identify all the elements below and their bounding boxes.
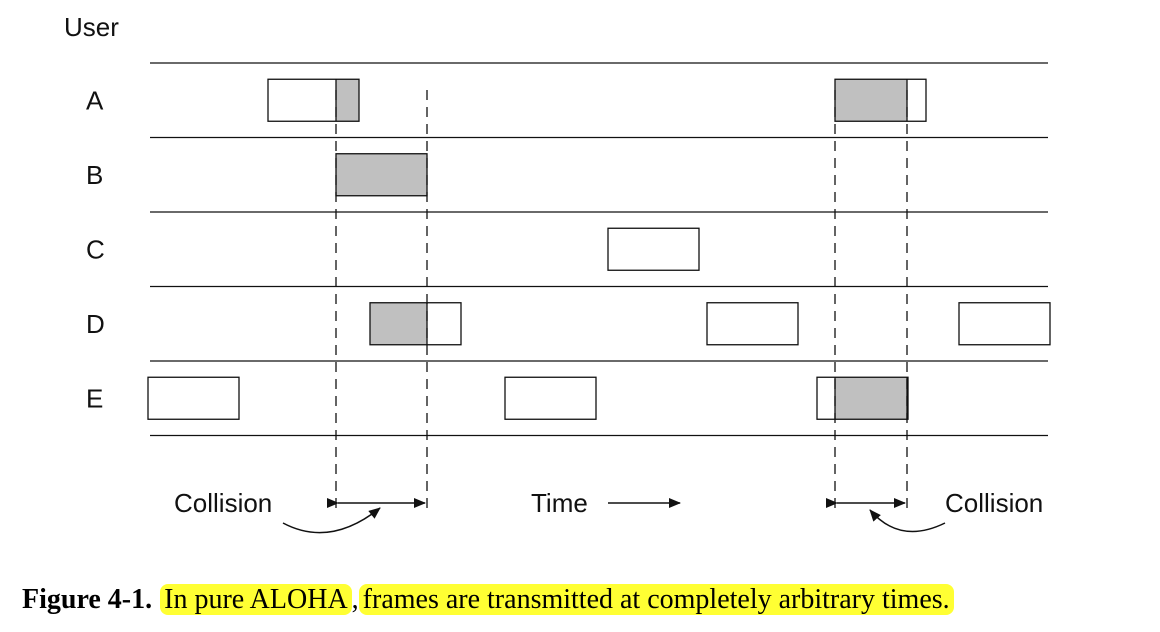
- frame: [504, 376, 597, 420]
- user-header: User: [64, 12, 119, 42]
- collided-frame-portion: [336, 153, 427, 196]
- collided-frame: [369, 302, 462, 346]
- collision-guides: [335, 90, 908, 512]
- collision-label-right: Collision: [945, 488, 1043, 518]
- collided-frame-portion: [835, 377, 907, 420]
- collided-frame-portion: [336, 79, 359, 122]
- collided-frame: [834, 78, 927, 122]
- frames: [147, 78, 1051, 420]
- time-label: Time: [531, 488, 588, 518]
- collision-curve-arrow-right: [869, 509, 946, 533]
- figure-caption: Figure 4-1. In pure ALOHA, frames are tran…: [22, 584, 954, 616]
- user-label-a: A: [86, 85, 104, 115]
- figure-number: Figure 4-1.: [22, 584, 153, 615]
- collided-frame-portion: [835, 79, 907, 122]
- collision-curve-arrow-left: [282, 507, 381, 534]
- caption-highlight-1: In pure ALOHA: [160, 584, 352, 615]
- collided-frame: [816, 376, 909, 420]
- caption-highlight-2: frames are transmitted at completely arb…: [358, 584, 954, 615]
- caption-separator: ,: [351, 584, 359, 615]
- collision-label-left: Collision: [174, 488, 272, 518]
- user-label-b: B: [86, 160, 103, 190]
- user-label-d: D: [86, 309, 105, 339]
- user-label-e: E: [86, 383, 103, 413]
- user-lanes: A B C D E: [86, 62, 1048, 437]
- user-label-c: C: [86, 234, 105, 264]
- aloha-timing-diagram: User A B C D E Collision Time Collision: [64, 12, 1051, 534]
- frame: [958, 302, 1051, 346]
- collided-frame-portion: [370, 302, 427, 345]
- collided-frame: [335, 153, 428, 197]
- frame: [607, 227, 700, 271]
- frame: [147, 376, 240, 420]
- frame: [706, 302, 799, 346]
- collided-frame: [267, 78, 360, 122]
